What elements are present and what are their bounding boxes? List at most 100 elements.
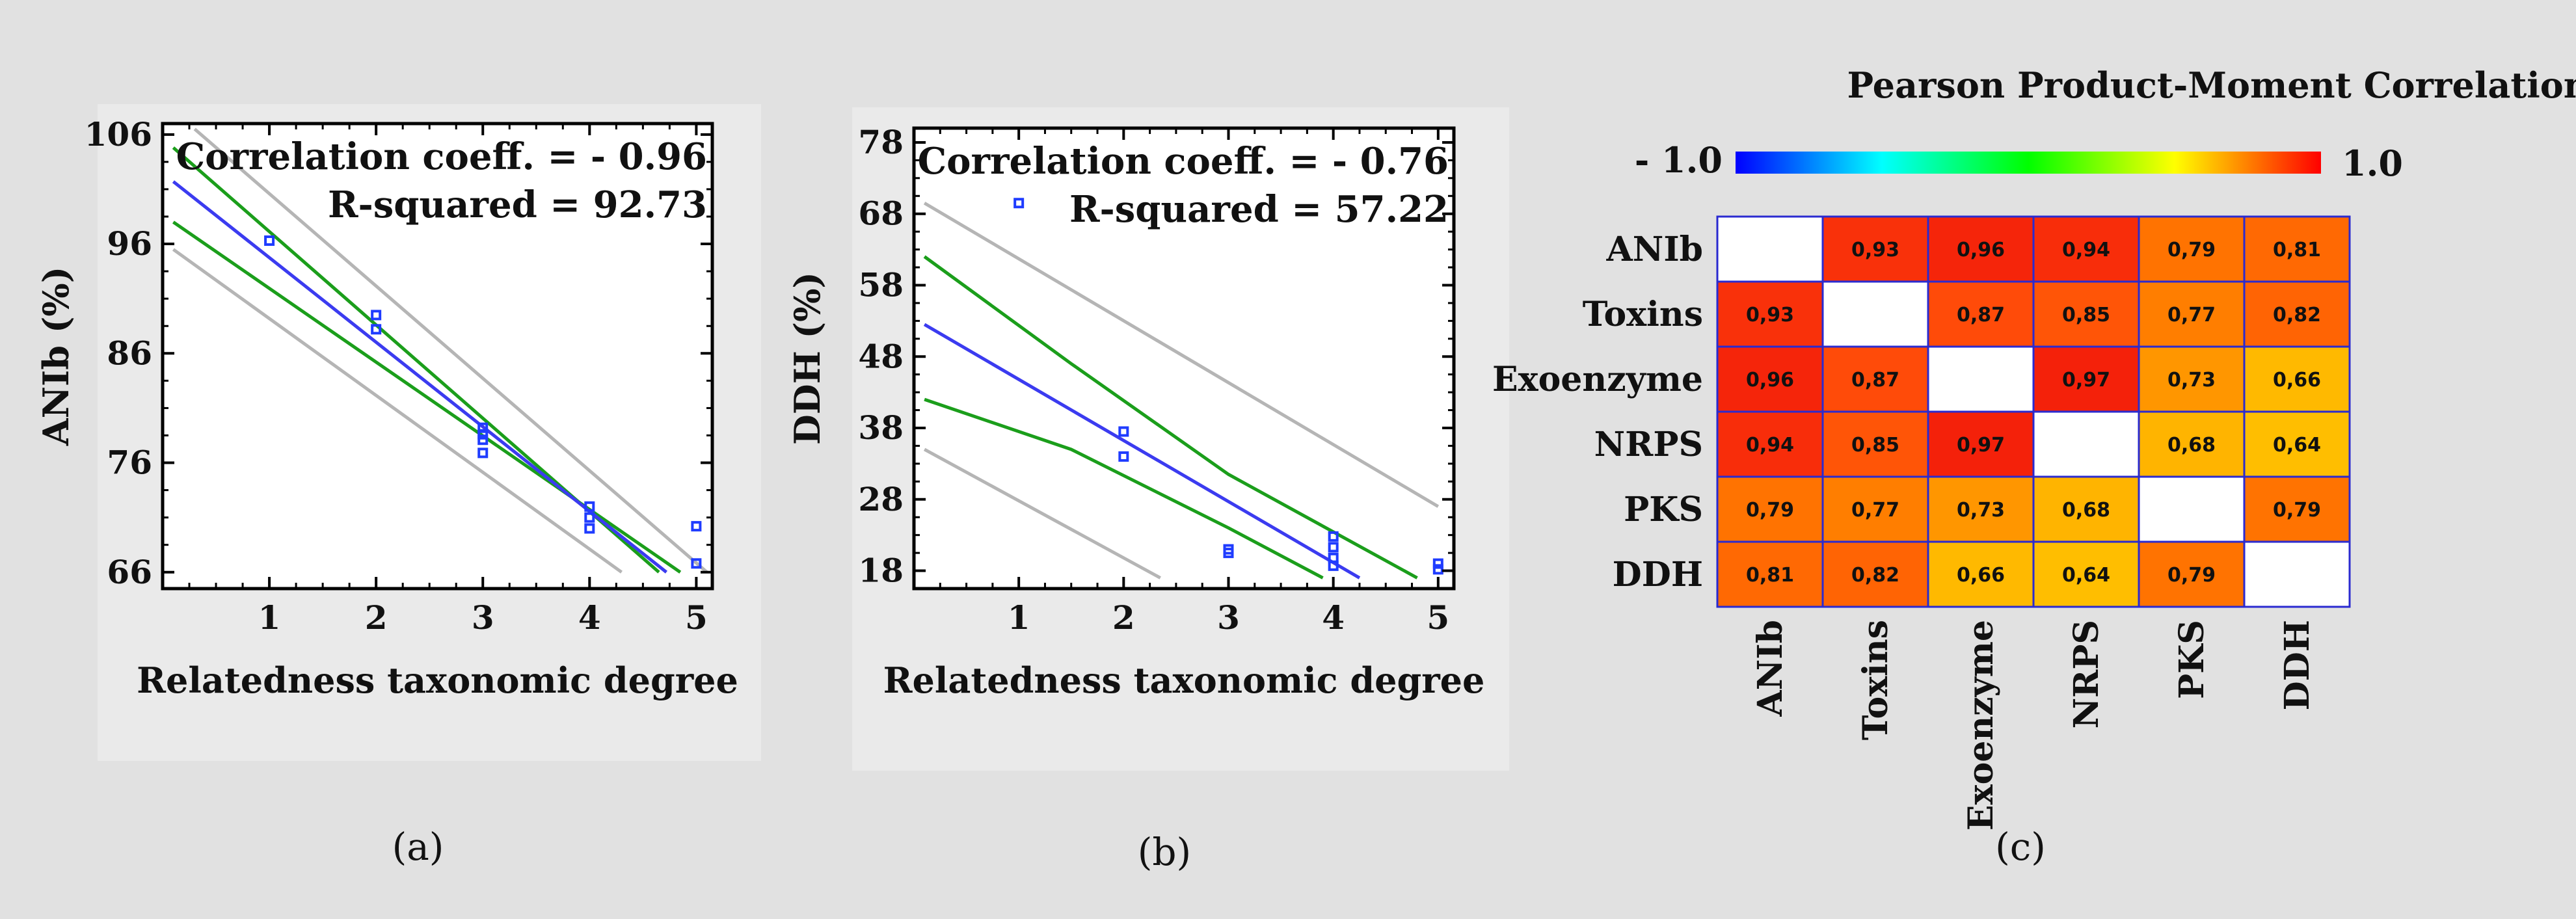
- row-label: ANIb: [1605, 230, 1703, 269]
- chart-a: 1 2 3 4 5 66 76 86 96 106 Relatedness taxonomic de…: [35, 115, 738, 869]
- y-tick-label: 96: [107, 224, 152, 263]
- panel-label: (a): [392, 825, 444, 869]
- data-point: [1432, 564, 1443, 575]
- stats-annotation: R-squared = 92.73: [328, 183, 707, 226]
- heatmap-cell: [2138, 540, 2246, 608]
- x-tick-label: 3: [1217, 598, 1240, 637]
- x-tick-label: 3: [472, 598, 494, 637]
- row-label: PKS: [1624, 490, 1703, 529]
- x-tick-label: 4: [1322, 598, 1345, 637]
- cell-value: 0,64: [2273, 434, 2321, 457]
- heatmap-cell: [1927, 345, 2035, 413]
- prediction-band-lower: [923, 447, 1161, 579]
- cell-value: 0,94: [1746, 434, 1794, 457]
- cell-value: 0,81: [1746, 564, 1794, 587]
- data-point: [584, 523, 595, 534]
- data-point: [264, 235, 275, 246]
- stats-annotation: Correlation coeff. = - 0.76: [918, 140, 1449, 183]
- heatmap-cell: [2243, 410, 2351, 478]
- y-axis-label: ANIb (%): [35, 267, 77, 446]
- heatmap-cell: [1716, 215, 1824, 283]
- cell-value: 0,96: [1746, 369, 1794, 392]
- y-tick-label: 106: [85, 115, 152, 153]
- cell-value: 0,82: [1851, 564, 1899, 587]
- data-point: [1118, 426, 1129, 437]
- data-point: [371, 324, 382, 335]
- row-label: Exoenzyme: [1492, 360, 1703, 399]
- y-tick-label: 76: [107, 444, 152, 482]
- column-label: DDH: [2277, 620, 2317, 710]
- panel-label: (c): [1995, 825, 2046, 869]
- data-point: [584, 512, 595, 523]
- row-label: DDH: [1613, 555, 1703, 594]
- data-point: [1118, 451, 1129, 462]
- x-axis-label: Relatedness taxonomic degree: [137, 659, 738, 701]
- cell-value: 0,81: [2273, 239, 2321, 261]
- cell-value: 0,64: [2062, 564, 2110, 587]
- cell-value: 0,97: [1957, 434, 2005, 457]
- cell-value: 0,97: [2062, 369, 2110, 392]
- x-tick-label: 5: [685, 598, 708, 637]
- x-tick-label: 2: [1112, 598, 1135, 637]
- panel-label: (b): [1138, 830, 1191, 874]
- y-tick-label: 48: [858, 337, 904, 375]
- stats-annotation: Correlation coeff. = - 0.96: [176, 135, 707, 178]
- cell-value: 0,77: [2167, 304, 2216, 326]
- x-tick-label: 4: [578, 598, 601, 637]
- heatmap-cell: [2138, 215, 2246, 283]
- column-label: PKS: [2172, 620, 2212, 699]
- cell-value: 0,68: [2062, 499, 2110, 522]
- row-label: NRPS: [1594, 425, 1703, 464]
- heatmap-cell: [1716, 475, 1824, 543]
- heatmap-cell: [1821, 540, 1929, 608]
- prediction-band-lower: [172, 248, 623, 574]
- data-point: [371, 310, 382, 321]
- prediction-band-upper: [193, 127, 708, 574]
- cell-value: 0,73: [1957, 499, 2005, 522]
- x-tick-label: 1: [258, 598, 281, 637]
- y-tick-label: 58: [858, 265, 904, 304]
- heatmap-cell: [1927, 280, 2035, 348]
- x-tick-label: 5: [1427, 598, 1449, 637]
- row-label: Toxins: [1583, 295, 1703, 334]
- data-point: [1328, 542, 1339, 553]
- plot-area: [163, 124, 712, 589]
- data-point: [1328, 560, 1339, 571]
- cell-value: 0,96: [1957, 239, 2005, 261]
- confidence-band-upper: [923, 255, 1418, 579]
- confidence-band-lower: [924, 397, 1324, 579]
- cell-value: 0,79: [2167, 239, 2216, 261]
- y-tick-label: 66: [107, 553, 152, 591]
- column-label: Exoenzyme: [1961, 620, 2001, 831]
- y-axis-label: DDH (%): [786, 272, 828, 445]
- heatmap-cell: [1716, 345, 1824, 413]
- plot-frame: [161, 122, 714, 591]
- heatmap-cell: [1927, 540, 2035, 608]
- cell-value: 0,73: [2167, 369, 2216, 392]
- data-point: [1432, 558, 1443, 569]
- colorbar: [1736, 152, 2321, 174]
- colorbar-max-label: 1.0: [2342, 142, 2403, 184]
- plot-frame: [912, 126, 1456, 591]
- column-label: NRPS: [2067, 620, 2106, 728]
- y-tick-label: 86: [107, 334, 152, 372]
- colorbar-min-label: - 1.0: [1635, 139, 1723, 181]
- cell-value: 0,93: [1851, 239, 1899, 261]
- chart-b: 1 2 3 4 5 18 28 38 48 58 68 78 Relatedness taxonomic…: [786, 123, 1484, 874]
- heatmap-title: Pearson Product-Moment Correlations: [1847, 64, 2576, 106]
- data-point: [1013, 198, 1025, 209]
- heatmap-cell: [1716, 410, 1824, 478]
- y-tick-label: 78: [858, 123, 904, 161]
- heatmap-cell: [1716, 540, 1824, 608]
- regression-line: [172, 180, 667, 574]
- heatmap-cell: [1927, 410, 2035, 478]
- x-axis-label: Relatedness taxonomic degree: [883, 659, 1485, 701]
- cell-value: 0,93: [1746, 304, 1794, 326]
- cell-value: 0,87: [1851, 369, 1899, 392]
- x-tick-label: 1: [1008, 598, 1030, 637]
- heatmap-cell: [2138, 410, 2246, 478]
- heatmap-cell: [1821, 280, 1929, 348]
- cell-value: 0,85: [2062, 304, 2110, 326]
- cell-value: 0,94: [2062, 239, 2110, 261]
